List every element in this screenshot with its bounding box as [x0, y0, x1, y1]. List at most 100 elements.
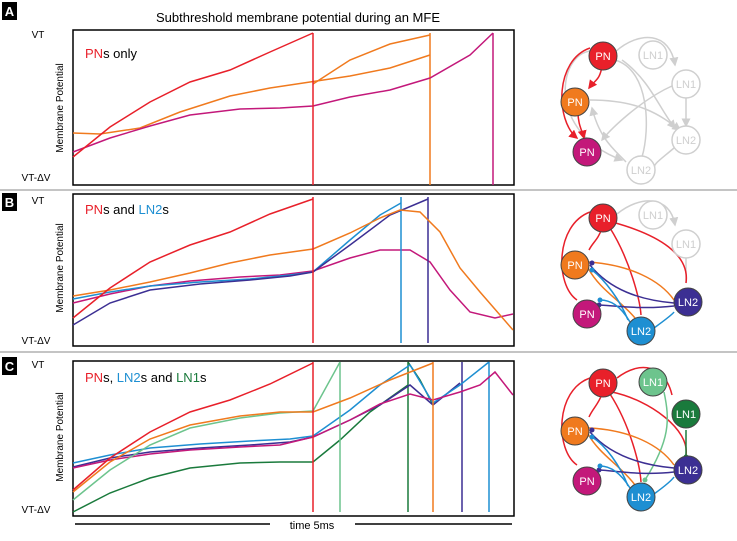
panel-b-vt-label: VT — [32, 196, 45, 207]
panel-c-ylabel: Membrane Potential — [55, 392, 66, 482]
legend-part: LN2 — [138, 202, 162, 217]
node-pn-1 — [588, 41, 618, 71]
edge — [601, 84, 675, 142]
panel-b-ylabel: Membrane Potential — [55, 223, 66, 313]
node-label: LN1 — [643, 377, 663, 389]
edge-pn-pn — [561, 211, 591, 301]
node-pn-1 — [588, 203, 618, 233]
trace-pn1 — [72, 198, 314, 319]
panel-a-ylabel: Membrane Potential — [55, 63, 66, 153]
edge-pn-ln2 — [587, 433, 636, 486]
legend-part: s, — [103, 370, 117, 385]
trace-ln2b — [72, 382, 461, 468]
trace-ln1b — [72, 384, 409, 513]
panel-b-legend: PNs and LN2s — [85, 202, 169, 217]
edge — [621, 59, 676, 130]
edge-ln2-ln2 — [653, 311, 675, 329]
synapse-dot — [642, 477, 648, 483]
node-ln1-2 — [671, 69, 701, 99]
node-ln1-2 — [671, 229, 701, 259]
synapse-dot — [597, 463, 603, 469]
legend-part: s and — [103, 202, 138, 217]
network-a: PN PN PN LN1 LN1 LN2 LN2 — [560, 36, 701, 185]
edge-ln1-ln2 — [644, 391, 669, 481]
panel-c: C VT VT-ΔV Membrane Potential PNs, LN2s … — [2, 357, 515, 517]
edge-ln2-ln2 — [653, 476, 675, 495]
trace-pn2 — [72, 209, 514, 331]
node-label: LN2 — [676, 135, 696, 147]
edge-pn-pn — [588, 393, 603, 418]
edge-pn-ln2 — [587, 267, 636, 319]
panel-c-letter-box — [2, 357, 17, 375]
panel-a: A VT VT-ΔV Membrane Potential PNs only — [2, 2, 515, 186]
panel-c-letter: C — [5, 359, 15, 374]
node-pn-2 — [560, 87, 590, 117]
edge-ln2-pn — [589, 431, 675, 469]
edge — [589, 106, 627, 163]
node-label: LN2 — [678, 297, 698, 309]
edge-pn-pn — [561, 47, 591, 139]
trace-ln2b — [72, 198, 429, 326]
figure-title: Subthreshold membrane potential during a… — [156, 10, 440, 25]
synapse-dot — [596, 467, 602, 473]
edge-ln2-pn — [597, 469, 675, 475]
legend-part: LN2 — [117, 370, 141, 385]
edge-pn-pn — [561, 377, 591, 466]
synapse-dot — [589, 427, 595, 433]
panel-a-vt-label: VT — [32, 30, 45, 41]
legend-part: PN — [85, 46, 103, 61]
node-label: PN — [567, 260, 582, 272]
edge — [614, 59, 648, 158]
node-label: PN — [595, 51, 610, 63]
node-label: PN — [579, 309, 594, 321]
trace-pn2 — [72, 362, 434, 493]
synapse-dot — [589, 260, 595, 266]
node-label: PN — [579, 476, 594, 488]
node-pn-2 — [560, 250, 590, 280]
trace-pn3 — [72, 370, 514, 469]
trace-ln2a — [72, 202, 402, 300]
node-label: LN1 — [643, 210, 663, 222]
node-label: LN1 — [676, 409, 696, 421]
legend-part: LN1 — [176, 370, 200, 385]
trace-pn1 — [72, 32, 314, 158]
node-label: LN1 — [676, 239, 696, 251]
panel-a-letter: A — [5, 4, 15, 19]
panel-c-plot-frame — [72, 360, 515, 517]
edge-ln2-pn — [599, 299, 631, 323]
edge-pn-ln2 — [611, 221, 688, 284]
edge-pn-ln2 — [609, 393, 642, 483]
edge-pn-ln2 — [609, 227, 642, 316]
legend-part: PN — [85, 370, 103, 385]
node-pn-2 — [560, 416, 590, 446]
legend-part: PN — [85, 202, 103, 217]
panel-a-legend: PNs only — [85, 46, 138, 61]
node-label: LN1 — [643, 50, 663, 62]
synapse-dot — [589, 434, 595, 440]
trace-pn3 — [72, 32, 494, 153]
node-ln1-1 — [638, 367, 668, 397]
node-ln1-1 — [638, 200, 668, 230]
node-ln1-1 — [638, 40, 668, 70]
edge-pn-ln2 — [588, 427, 675, 466]
edge-ln2-pn — [597, 304, 675, 309]
legend-part: s — [200, 370, 207, 385]
panel-a-letter-box — [2, 2, 17, 20]
legend-part: s — [162, 202, 169, 217]
node-label: PN — [567, 97, 582, 109]
panel-c-vtdv-label: VT-ΔV — [22, 505, 51, 516]
edge — [614, 36, 679, 67]
node-pn-3 — [572, 466, 602, 496]
node-ln2-2 — [626, 316, 656, 346]
synapse-dot — [589, 267, 595, 273]
synapse-dot — [597, 297, 603, 303]
node-label: LN2 — [631, 492, 651, 504]
node-label: PN — [567, 426, 582, 438]
panel-b-vtdv-label: VT-ΔV — [22, 336, 51, 347]
node-label: LN2 — [631, 165, 651, 177]
network-b: PN PN PN LN1 LN1 LN2 LN2 — [560, 200, 703, 346]
node-ln2-1 — [673, 287, 703, 317]
node-label: PN — [579, 147, 594, 159]
trace-pn1 — [72, 362, 314, 491]
node-label: LN1 — [676, 79, 696, 91]
